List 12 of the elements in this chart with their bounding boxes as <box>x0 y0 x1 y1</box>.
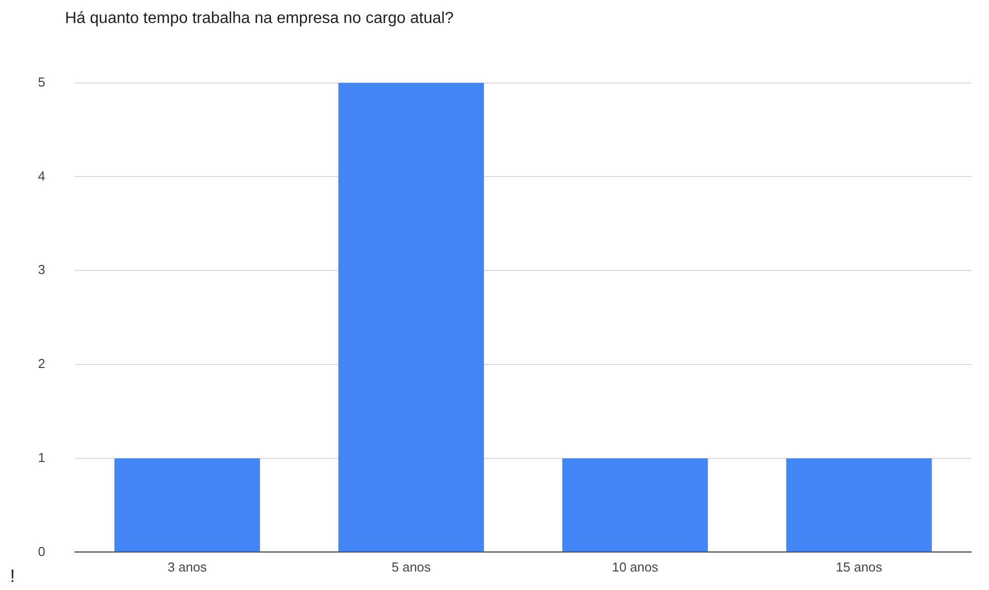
x-tick-label: 15 anos <box>836 560 883 575</box>
x-tick-label: 5 anos <box>392 560 432 575</box>
y-tick-label: 0 <box>38 544 46 559</box>
text: ! <box>10 566 16 587</box>
y-tick-label: 5 <box>38 74 46 90</box>
x-tick-label: 3 anos <box>168 560 208 575</box>
y-tick-label: 4 <box>38 168 46 184</box>
chart-title: Há quanto tempo trabalha na empresa no cargo atual? <box>65 10 454 28</box>
y-tick-label: 2 <box>38 356 46 372</box>
y-tick-label: 1 <box>38 450 46 465</box>
x-tick-label: 10 anos <box>612 560 659 575</box>
y-tick-label: 3 <box>38 262 46 278</box>
